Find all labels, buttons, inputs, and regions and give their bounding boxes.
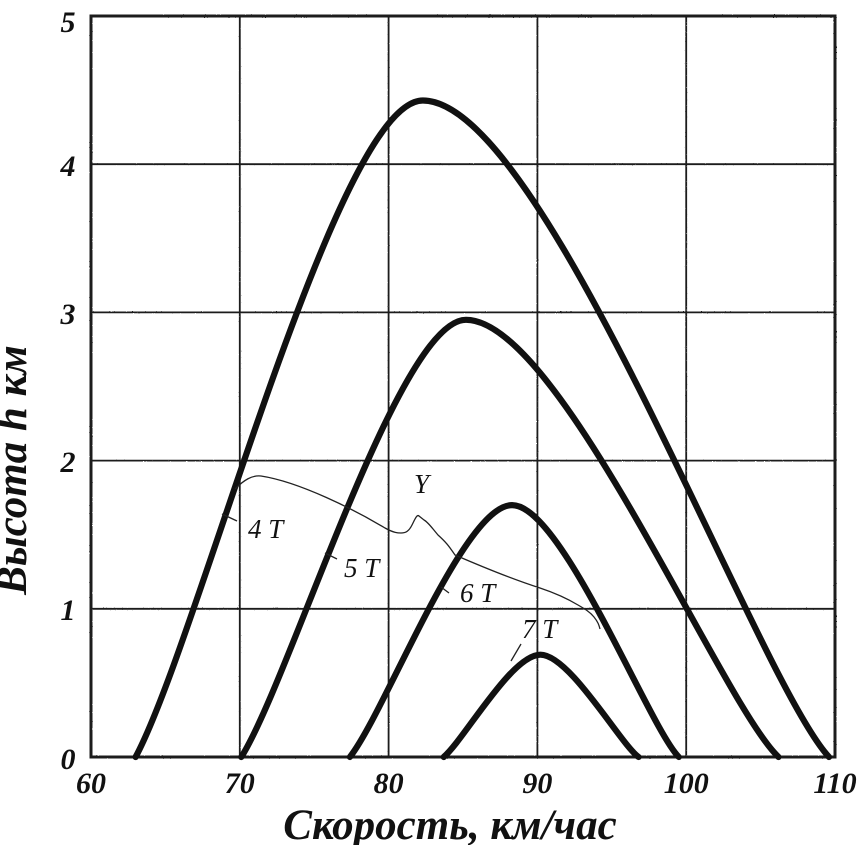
svg-text:5: 5 (61, 6, 76, 39)
svg-text:Высота h км: Высота h км (0, 345, 36, 596)
svg-text:4: 4 (60, 150, 76, 183)
svg-text:7 T: 7 T (522, 614, 559, 644)
svg-text:5 T: 5 T (344, 553, 381, 583)
svg-text:4 T: 4 T (248, 514, 285, 544)
svg-text:70: 70 (225, 767, 255, 800)
svg-text:6 T: 6 T (460, 578, 497, 608)
svg-text:2: 2 (60, 446, 76, 479)
svg-text:Y: Y (414, 469, 432, 499)
svg-text:80: 80 (374, 767, 404, 800)
svg-text:1: 1 (61, 594, 76, 627)
svg-text:3: 3 (60, 298, 76, 331)
svg-text:100: 100 (664, 767, 709, 800)
svg-text:0: 0 (61, 743, 76, 776)
svg-text:60: 60 (76, 767, 106, 800)
svg-text:110: 110 (813, 767, 856, 800)
svg-text:Скорость, км/час: Скорость, км/час (283, 802, 616, 845)
svg-text:90: 90 (522, 767, 552, 800)
